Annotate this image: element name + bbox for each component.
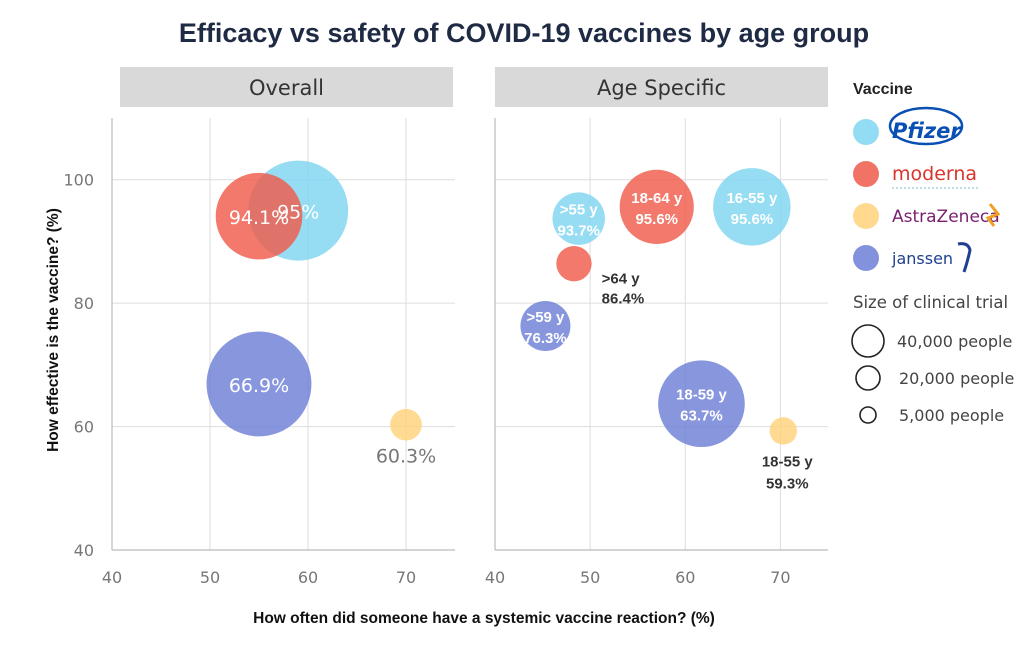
astrazeneca-logo-mark <box>985 203 1001 227</box>
bubble-data-label: 59.3% <box>766 476 809 493</box>
x-tick-label: 40 <box>485 568 505 587</box>
legend-size-label: 40,000 people <box>897 332 1012 351</box>
chart-title: Efficacy vs safety of COVID-19 vaccines … <box>179 18 869 48</box>
bubble-janssen <box>520 300 571 351</box>
bubble-data-label: 76.3% <box>524 330 567 347</box>
legend-logo-janssen: janssen <box>891 249 953 268</box>
legend-swatch-pfizer <box>853 119 879 145</box>
legend-size-label: 20,000 people <box>899 369 1014 388</box>
legend-vaccine-list: Pfizer moderna AstraZeneca janssen <box>853 106 1001 273</box>
janssen-logo-mark <box>957 242 972 273</box>
legend-logo-moderna: moderna <box>892 163 977 185</box>
legend-item-astrazeneca: AstraZeneca <box>853 203 1001 229</box>
legend: Vaccine PfizermodernaAstraZenecajanssen … <box>851 81 1014 425</box>
bubble-age-label: >64 y <box>602 271 641 288</box>
bubble-data-label: 66.9% <box>229 375 289 397</box>
bubble-age-label: 18-55 y <box>762 454 814 471</box>
x-tick-label: 70 <box>396 568 416 587</box>
x-tick-label: 70 <box>770 568 790 587</box>
bubble-moderna <box>215 172 303 260</box>
legend-vaccine-title: Vaccine <box>853 81 913 98</box>
legend-size-circle <box>855 365 881 391</box>
x-tick-label: 60 <box>675 568 695 587</box>
legend-item-moderna: moderna <box>853 161 978 189</box>
legend-size-label: 5,000 people <box>899 406 1004 425</box>
bubble-data-label: 93.7% <box>557 223 600 240</box>
legend-size-title: Size of clinical trial <box>853 293 1008 312</box>
bubble-age-label: >59 y <box>526 309 565 326</box>
legend-item-janssen: janssen <box>853 242 972 273</box>
legend-size-list: 40,000 people 20,000 people 5,000 people <box>851 324 1014 425</box>
x-tick-label: 40 <box>102 568 122 587</box>
panel-header-label: Overall <box>249 76 324 100</box>
bubble-data-label: 63.7% <box>680 408 723 425</box>
x-tick-label: 50 <box>200 568 220 587</box>
y-tick-label: 100 <box>63 171 94 190</box>
y-tick-label: 80 <box>74 294 94 313</box>
bubble-data-label: 95.6% <box>731 211 774 228</box>
bubble-age-label: 18-64 y <box>631 190 683 207</box>
bubble-age-label: >55 y <box>560 202 599 219</box>
x-tick-label: 60 <box>298 568 318 587</box>
bubble-data-label: 95.6% <box>635 211 678 228</box>
legend-swatch-moderna <box>853 161 879 187</box>
y-tick-label: 60 <box>74 418 94 437</box>
y-axis-title: How effective is the vaccine? (%) <box>45 208 62 452</box>
bubble-astrazeneca <box>769 417 797 445</box>
bubble-janssen <box>658 360 745 448</box>
legend-swatch-astrazeneca <box>853 203 879 229</box>
panel-header <box>120 67 453 107</box>
bubble-pfizer <box>713 168 791 246</box>
legend-size-circle <box>851 324 885 358</box>
bubble-age-label: 16-55 y <box>726 190 778 207</box>
bubble-moderna <box>556 245 592 282</box>
legend-swatch-janssen <box>853 245 879 271</box>
x-axis-title: How often did someone have a systemic va… <box>253 610 715 627</box>
bubble-data-label: 94.1% <box>229 207 289 229</box>
pfizer-logo-oval <box>888 106 964 146</box>
legend-size-item: 20,000 people <box>855 365 1014 391</box>
panel-header-label: Age Specific <box>597 76 726 100</box>
bubble-janssen <box>206 331 312 437</box>
bubble-moderna <box>619 169 694 244</box>
bubble-astrazeneca <box>390 408 422 441</box>
x-tick-label: 50 <box>580 568 600 587</box>
panel-overall: Overall 40 50 60 70 40 60 80 100 95%94.1% 66.9% 60.… <box>63 67 455 587</box>
bubble-age-label: 18-59 y <box>676 387 728 404</box>
legend-size-circle <box>859 406 877 424</box>
bubble-pfizer <box>552 192 605 245</box>
panel-age-specific: Age Specific 40 50 60 70 >55 y 93.7% 16-55 y 95.… <box>485 67 828 587</box>
panels: Overall 40 50 60 70 40 60 80 100 95%94.1% 66.9% 60.… <box>63 67 828 587</box>
bubble-data-label: 95% <box>277 202 319 224</box>
legend-size-item: 5,000 people <box>859 406 1004 425</box>
legend-item-pfizer: Pfizer <box>853 106 964 146</box>
legend-logo-astrazeneca: AstraZeneca <box>892 207 1000 227</box>
y-tick-label: 40 <box>74 541 94 560</box>
bubble-data-label: 86.4% <box>602 291 645 308</box>
legend-size-item: 40,000 people <box>851 324 1012 358</box>
panel-header <box>495 67 828 107</box>
bubble-data-label: 60.3% <box>376 446 436 468</box>
legend-logo-pfizer: Pfizer <box>892 119 962 143</box>
